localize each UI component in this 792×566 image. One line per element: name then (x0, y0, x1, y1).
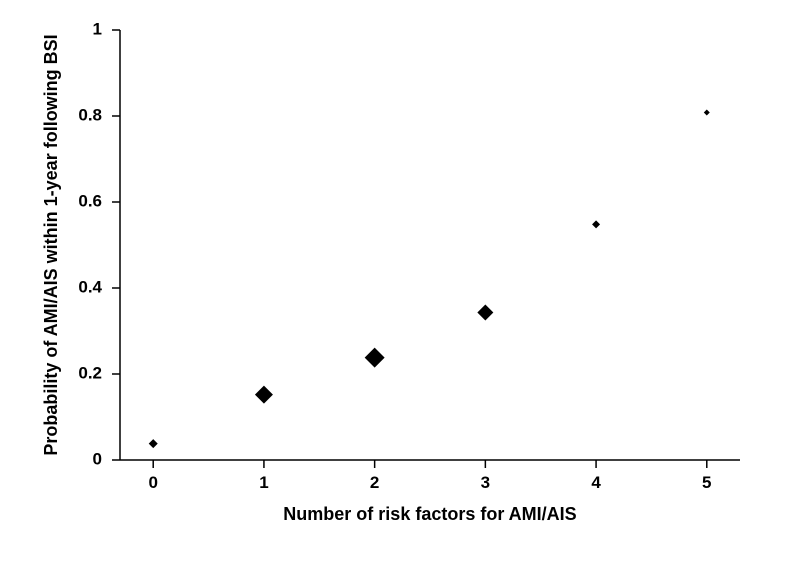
x-tick-label: 0 (148, 473, 157, 492)
y-tick-label: 0.6 (78, 191, 102, 210)
x-tick-label: 3 (481, 473, 490, 492)
y-tick-label: 1 (93, 19, 102, 38)
x-tick-label: 4 (591, 473, 601, 492)
plot-background (0, 0, 792, 566)
x-axis-title: Number of risk factors for AMI/AIS (283, 504, 576, 524)
y-axis-title: Probability of AMI/AIS within 1-year fol… (41, 34, 61, 455)
chart-container: 0 0.2 0.4 0.6 0.8 1 0 1 2 3 4 5 Number of risk facto… (0, 0, 792, 566)
x-tick-label: 5 (702, 473, 711, 492)
x-tick-label: 1 (259, 473, 268, 492)
y-tick-label: 0.2 (78, 363, 102, 382)
y-tick-label: 0.8 (78, 105, 102, 124)
y-tick-label: 0 (93, 449, 102, 468)
x-tick-label: 2 (370, 473, 379, 492)
scatter-chart: 0 0.2 0.4 0.6 0.8 1 0 1 2 3 4 5 Number of risk facto… (0, 0, 792, 566)
y-tick-label: 0.4 (78, 277, 102, 296)
